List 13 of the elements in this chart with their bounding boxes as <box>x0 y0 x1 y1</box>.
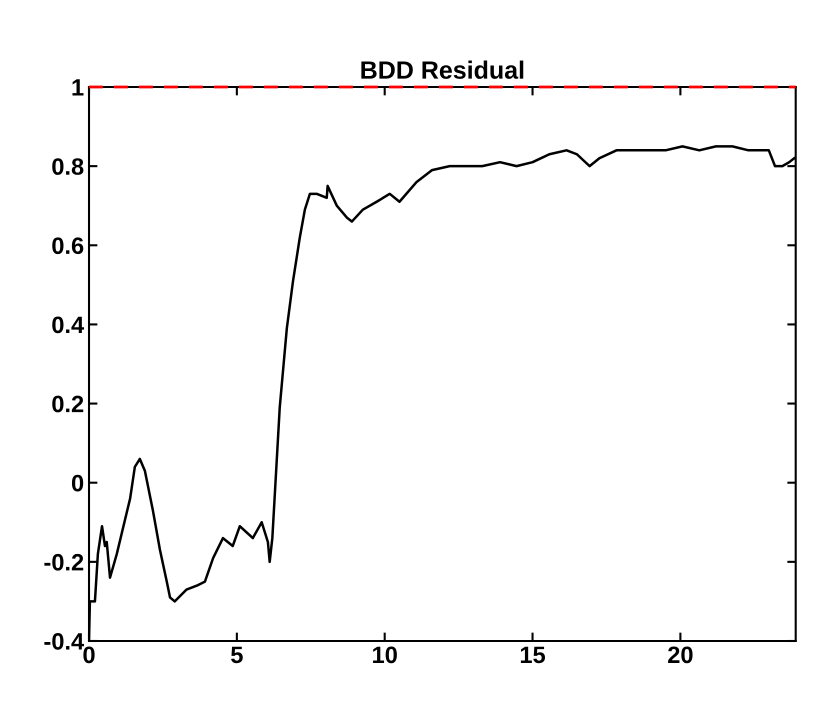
y-tick-label: 0.4 <box>52 316 84 334</box>
chart-title: BDD Residual <box>361 60 524 79</box>
y-tick-label: 1 <box>72 79 84 96</box>
y-tick-label: 0.2 <box>52 396 84 412</box>
y-tick-label: 0.6 <box>52 237 84 254</box>
y-tick-label: 0 <box>72 474 84 492</box>
x-tick-label: 10 <box>373 646 397 664</box>
x-tick-label: 20 <box>668 646 693 664</box>
y-tick-label: 0.8 <box>52 158 84 175</box>
y-tick-label: -0.4 <box>44 633 84 650</box>
x-tick-label: 5 <box>231 646 243 664</box>
y-tick-label: -0.2 <box>44 554 84 571</box>
x-tick-label: 15 <box>520 646 546 664</box>
